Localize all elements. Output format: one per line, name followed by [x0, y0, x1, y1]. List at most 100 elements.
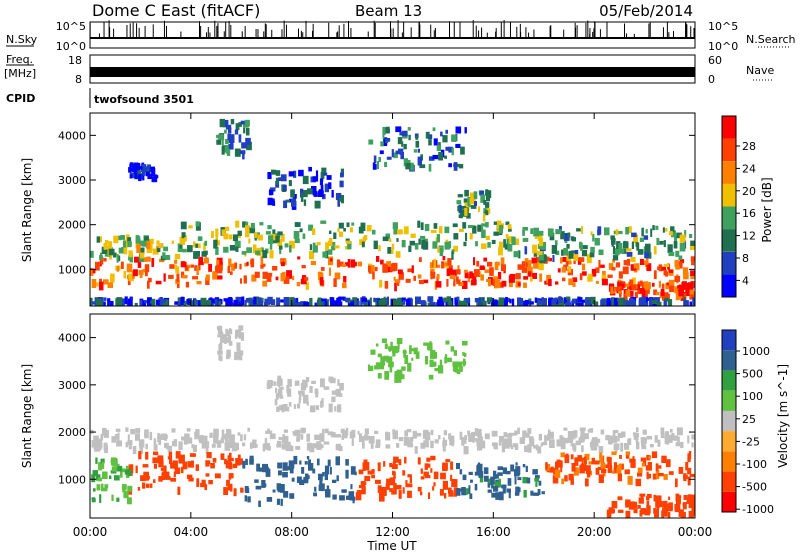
data-cell	[364, 475, 371, 482]
data-cell	[498, 440, 502, 446]
data-cell	[356, 490, 363, 494]
data-cell	[442, 256, 446, 261]
data-cell	[212, 271, 218, 280]
data-cell	[219, 299, 223, 305]
data-cell	[495, 492, 501, 500]
data-cell	[453, 245, 458, 252]
colorbar-swatch	[722, 138, 736, 162]
data-cell	[226, 428, 231, 438]
data-cell	[663, 474, 668, 480]
data-cell	[109, 252, 112, 260]
data-cell	[690, 256, 695, 262]
data-cell	[192, 276, 198, 280]
data-cell	[358, 469, 364, 475]
data-cell	[610, 235, 615, 240]
data-cell	[178, 441, 183, 450]
data-cell	[415, 296, 421, 304]
data-cell	[277, 388, 283, 397]
data-cell	[632, 456, 635, 460]
data-cell	[236, 329, 242, 335]
data-cell	[427, 296, 434, 302]
data-cell	[335, 388, 341, 397]
data-cell	[135, 239, 141, 249]
data-cell	[535, 444, 539, 451]
data-cell	[136, 244, 141, 253]
data-cell	[397, 137, 403, 145]
data-cell	[181, 232, 186, 238]
data-cell	[133, 269, 138, 277]
data-cell	[182, 248, 187, 253]
data-cell	[280, 299, 285, 303]
data-cell	[322, 251, 327, 258]
freq-tick-top: 18	[68, 54, 82, 67]
data-cell	[617, 509, 624, 513]
data-cell	[113, 475, 120, 481]
data-cell	[370, 349, 376, 355]
data-cell	[690, 270, 695, 276]
data-cell	[674, 275, 681, 282]
data-cell	[514, 469, 520, 477]
data-cell	[663, 500, 668, 506]
data-cell	[379, 279, 383, 288]
data-cell	[112, 252, 117, 258]
data-cell	[163, 273, 166, 282]
data-cell	[610, 286, 614, 295]
nsky-tick-top: 10^5	[56, 20, 86, 33]
data-cell	[587, 276, 593, 282]
data-cell	[116, 254, 119, 263]
data-cell	[244, 262, 248, 267]
nsky-label: N.Sky	[6, 33, 38, 46]
data-cell	[94, 282, 99, 287]
data-cell	[208, 263, 212, 272]
data-cell	[186, 264, 191, 269]
data-cell	[508, 432, 515, 436]
data-cell	[466, 213, 471, 219]
data-cell	[436, 145, 442, 151]
data-cell	[223, 233, 229, 240]
data-cell	[599, 456, 604, 462]
colorbar-tick-label: -100	[742, 458, 767, 471]
data-cell	[91, 474, 96, 483]
data-cell	[168, 451, 173, 457]
data-cell	[272, 266, 278, 271]
data-cell	[475, 438, 481, 442]
data-cell	[233, 299, 239, 306]
data-cell	[90, 250, 94, 258]
data-cell	[137, 259, 142, 268]
colorbar-tick-label: 16	[742, 207, 756, 220]
data-cell	[408, 245, 412, 252]
data-cell	[250, 222, 255, 229]
data-cell	[260, 256, 264, 266]
data-cell	[541, 491, 545, 495]
data-cell	[174, 253, 181, 260]
data-cell	[180, 221, 187, 230]
data-cell	[584, 478, 589, 487]
data-cell	[276, 440, 282, 448]
data-cell	[279, 386, 284, 390]
data-cell	[280, 498, 283, 506]
data-cell	[613, 443, 620, 450]
data-cell	[668, 279, 675, 287]
data-cell	[382, 135, 385, 140]
data-cell	[602, 472, 606, 477]
data-cell	[582, 245, 588, 250]
data-cell	[383, 137, 388, 146]
velocity-y-label: Slant Range [km]	[20, 364, 34, 468]
data-cell	[592, 269, 596, 277]
data-cell	[398, 459, 402, 466]
data-cell	[676, 427, 683, 436]
data-cell	[379, 150, 384, 155]
data-cell	[153, 479, 156, 483]
data-cell	[214, 298, 218, 306]
data-cell	[110, 273, 115, 283]
data-cell	[485, 202, 490, 208]
freq-tick-bottom: 8	[75, 73, 82, 86]
data-cell	[383, 355, 389, 362]
data-cell	[264, 442, 271, 450]
data-cell	[132, 446, 137, 455]
data-cell	[294, 222, 301, 227]
data-cell	[455, 126, 462, 134]
data-cell	[422, 241, 429, 250]
data-cell	[498, 241, 503, 250]
